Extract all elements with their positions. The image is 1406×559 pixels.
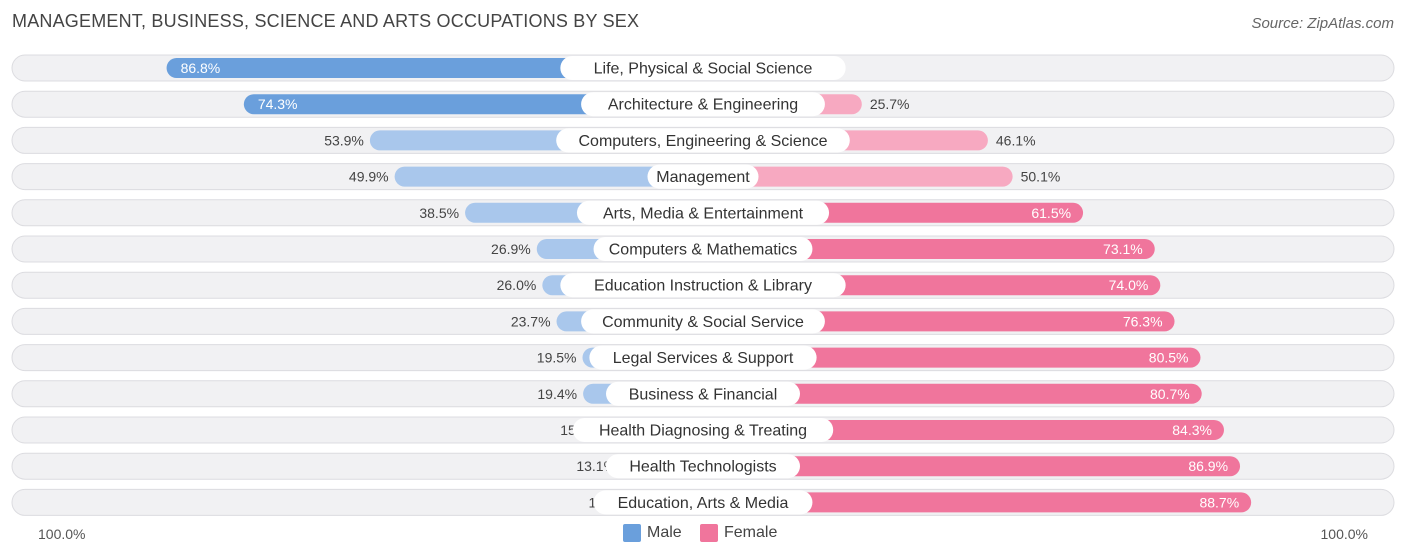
category-label: Health Diagnosing & Treating	[599, 423, 807, 440]
category-label-background	[576, 200, 830, 225]
female-value-label: 86.9%	[1188, 458, 1228, 474]
female-value-label: 76.3%	[1123, 313, 1163, 329]
male-value-label: 86.8%	[181, 60, 221, 76]
legend-female-swatch	[700, 524, 718, 542]
category-label: Education Instruction & Library	[594, 278, 812, 295]
category-label-background	[593, 237, 813, 261]
female-bar	[703, 347, 1201, 368]
female-bar	[703, 239, 1155, 259]
legend-female: Female	[700, 524, 777, 542]
category-label-background	[560, 56, 846, 80]
legend-female-label: Female	[724, 524, 778, 541]
female-bar	[703, 383, 1202, 404]
male-value-label: 38.5%	[419, 205, 459, 221]
category-label-background	[593, 490, 813, 515]
female-value-label: 80.5%	[1149, 350, 1189, 366]
female-bar	[703, 456, 1241, 477]
male-bar	[394, 166, 703, 187]
legend-male-swatch	[623, 524, 641, 542]
category-label-background	[556, 128, 850, 153]
category-label: Life, Physical & Social Science	[594, 61, 813, 78]
category-label-background	[647, 164, 759, 189]
axis-left-label: 100.0%	[38, 526, 86, 542]
category-label-background	[581, 309, 825, 334]
category-label-background	[572, 418, 834, 442]
male-value-label: 26.9%	[491, 241, 531, 257]
female-value-label: 88.7%	[1199, 494, 1239, 510]
legend-male-label: Male	[647, 524, 682, 541]
category-label: Business & Financial	[629, 386, 778, 403]
legend-male: Male	[623, 524, 682, 542]
category-label: Management	[656, 169, 750, 186]
male-value-label: 26.0%	[497, 277, 537, 293]
female-value-label: 50.1%	[1021, 169, 1061, 185]
category-label-background	[606, 381, 800, 406]
category-label: Health Technologists	[629, 459, 776, 476]
female-bar	[703, 166, 1013, 187]
category-label: Community & Social Service	[602, 314, 804, 331]
category-label: Computers, Engineering & Science	[578, 133, 827, 150]
source-label: Source: ZipAtlas.com	[1251, 15, 1394, 32]
female-value-label: 74.0%	[1109, 277, 1149, 293]
female-value-label: 25.7%	[870, 96, 910, 112]
category-label-background	[560, 273, 846, 298]
category-label: Computers & Mathematics	[609, 242, 798, 259]
male-value-label: 74.3%	[258, 96, 298, 112]
female-value-label: 61.5%	[1031, 205, 1071, 221]
category-label: Legal Services & Support	[613, 350, 794, 367]
category-label-background	[606, 454, 800, 479]
male-value-label: 23.7%	[511, 313, 551, 329]
male-value-label: 19.4%	[537, 386, 577, 402]
male-value-label: 19.5%	[537, 350, 577, 366]
female-value-label: 46.1%	[996, 132, 1036, 148]
category-label: Arts, Media & Entertainment	[603, 205, 804, 222]
female-value-label: 73.1%	[1103, 241, 1143, 257]
chart-title: MANAGEMENT, BUSINESS, SCIENCE AND ARTS O…	[12, 11, 640, 31]
category-label: Architecture & Engineering	[608, 97, 798, 114]
male-value-label: 49.9%	[349, 169, 389, 185]
male-value-label: 13.1%	[576, 458, 616, 474]
female-value-label: 80.7%	[1150, 386, 1190, 402]
axis-right-label: 100.0%	[1320, 526, 1368, 542]
male-value-label: 53.9%	[324, 132, 364, 148]
female-bar	[703, 492, 1252, 513]
category-label-background	[589, 345, 817, 370]
female-bar	[703, 420, 1224, 440]
female-value-label: 84.3%	[1172, 422, 1212, 438]
category-label-background	[581, 92, 825, 117]
category-label: Education, Arts & Media	[618, 495, 789, 512]
